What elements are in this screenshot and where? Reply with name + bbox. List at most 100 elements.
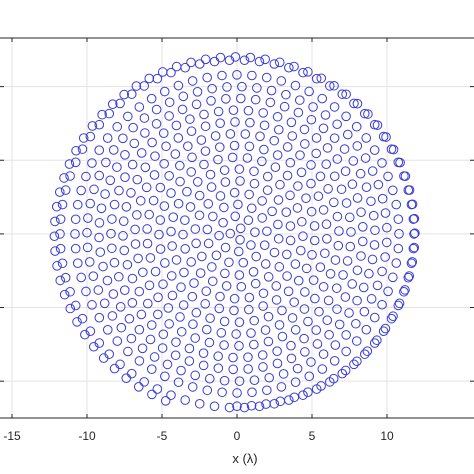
data-point xyxy=(359,349,370,359)
data-point xyxy=(243,215,254,226)
data-point xyxy=(258,362,268,372)
data-point xyxy=(180,395,190,405)
data-point xyxy=(351,318,361,329)
data-point xyxy=(388,272,398,283)
data-point xyxy=(82,242,93,253)
data-point xyxy=(154,229,164,240)
data-point xyxy=(262,385,272,396)
data-point xyxy=(345,241,356,252)
data-point xyxy=(388,144,399,155)
data-point xyxy=(306,178,316,189)
data-point xyxy=(140,162,151,173)
data-point xyxy=(352,356,362,367)
data-point xyxy=(70,157,81,168)
data-point xyxy=(290,80,301,91)
data-point xyxy=(311,73,322,84)
data-point xyxy=(286,353,297,364)
data-point xyxy=(309,221,320,231)
data-point xyxy=(171,337,181,347)
data-point xyxy=(65,286,75,297)
data-point xyxy=(406,258,417,269)
data-point xyxy=(289,297,299,307)
data-point xyxy=(259,240,270,250)
data-point xyxy=(132,210,142,220)
data-point xyxy=(129,138,140,149)
data-point xyxy=(322,315,333,326)
data-point xyxy=(218,217,228,228)
data-point xyxy=(306,357,316,367)
data-point xyxy=(274,57,285,68)
data-point xyxy=(161,141,171,152)
data-point xyxy=(239,55,250,66)
data-point xyxy=(87,121,98,131)
data-point xyxy=(94,218,105,228)
data-point xyxy=(330,255,341,265)
data-point xyxy=(297,216,307,227)
data-point xyxy=(237,81,247,92)
data-point xyxy=(219,316,230,327)
data-point xyxy=(383,171,393,182)
data-point xyxy=(275,396,286,407)
data-point xyxy=(187,152,197,163)
data-point xyxy=(114,185,124,196)
data-point xyxy=(246,203,257,214)
data-point xyxy=(301,193,311,203)
data-point xyxy=(386,313,397,324)
data-point xyxy=(293,181,303,191)
data-point xyxy=(394,298,405,309)
data-point xyxy=(342,256,353,266)
data-point xyxy=(224,402,235,413)
data-point xyxy=(55,275,66,286)
data-point xyxy=(274,320,285,330)
data-point xyxy=(269,59,280,69)
data-point xyxy=(190,224,201,234)
data-point xyxy=(160,258,170,268)
data-point xyxy=(377,299,387,310)
data-point xyxy=(233,246,244,257)
data-point xyxy=(404,185,415,195)
data-point xyxy=(332,211,343,222)
data-point xyxy=(142,238,153,249)
data-point xyxy=(224,257,234,268)
data-point xyxy=(109,363,120,374)
data-point xyxy=(352,141,363,151)
x-tick-label: 5 xyxy=(309,429,316,443)
data-point xyxy=(332,154,343,164)
data-point xyxy=(394,229,404,239)
data-point xyxy=(250,94,261,105)
data-point xyxy=(134,286,145,297)
data-point xyxy=(164,97,175,108)
data-point xyxy=(64,159,75,169)
data-point xyxy=(202,385,213,396)
data-point xyxy=(102,275,113,286)
data-point xyxy=(153,292,163,303)
data-point xyxy=(220,177,231,187)
data-point xyxy=(336,184,347,195)
data-point xyxy=(276,76,287,86)
data-point xyxy=(329,197,339,208)
data-point xyxy=(112,121,123,132)
data-point xyxy=(191,99,202,110)
data-point xyxy=(260,325,271,335)
data-point xyxy=(294,95,305,105)
data-point xyxy=(247,387,257,398)
data-point xyxy=(342,129,353,140)
data-point xyxy=(188,319,198,330)
data-point xyxy=(210,131,221,141)
data-point xyxy=(107,214,117,224)
data-point xyxy=(57,199,68,210)
data-point xyxy=(329,355,340,366)
data-point xyxy=(147,137,157,148)
data-point xyxy=(272,150,283,160)
data-point xyxy=(65,303,76,314)
data-point xyxy=(130,224,140,235)
data-point xyxy=(50,246,60,256)
data-point xyxy=(107,99,118,109)
data-point xyxy=(391,258,402,268)
data-point xyxy=(186,126,197,137)
data-point xyxy=(393,214,404,224)
data-point xyxy=(240,129,251,139)
data-point xyxy=(207,83,217,94)
data-point xyxy=(167,290,178,301)
data-point xyxy=(265,97,276,108)
